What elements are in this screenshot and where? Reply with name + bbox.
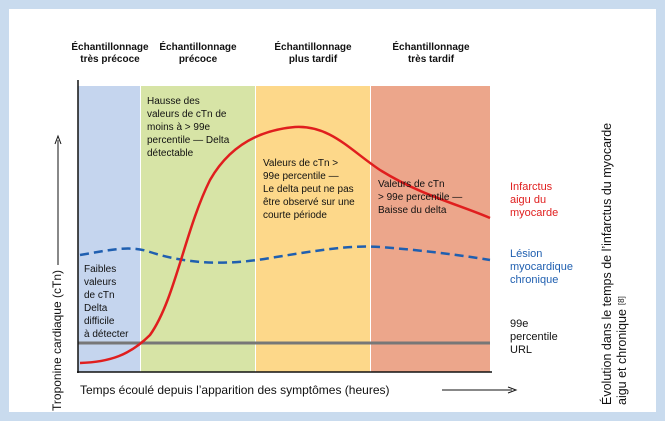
- zone-header: Échantillonnage: [274, 40, 352, 53]
- zone-header: Échantillonnage: [159, 40, 237, 53]
- zone-text: moins à > 99e: [147, 122, 211, 133]
- zone-text: à détecter: [84, 329, 129, 340]
- zone-text: être observé sur une: [263, 197, 355, 208]
- zone-text: valeurs de cTn de: [147, 109, 227, 120]
- arrow: [54, 134, 62, 145]
- zone-text: détectable: [147, 148, 194, 159]
- zone-header: précoce: [179, 54, 218, 65]
- zone-header: plus tardif: [289, 54, 338, 65]
- zone-header: très précoce: [80, 54, 140, 65]
- legend-text: 99e: [510, 318, 528, 330]
- zone-text: difficile: [84, 316, 115, 327]
- zone-text: Faibles: [84, 264, 116, 275]
- zone-text: de cTn: [84, 290, 115, 301]
- zone: [371, 86, 490, 372]
- legend-text: aigu du: [510, 194, 546, 206]
- zone: [141, 86, 255, 372]
- zone: [256, 86, 370, 372]
- zone-text: Delta: [84, 303, 108, 314]
- title: Évolution dans le temps de l’infarctus d…: [599, 123, 614, 405]
- zone-header: Échantillonnage: [392, 40, 470, 53]
- title: aigu et chronique: [615, 309, 629, 405]
- zone-text: > 99e percentile —: [378, 192, 462, 203]
- acute-curve: [79, 125, 491, 365]
- chronic-curve: [79, 245, 491, 264]
- zone-text: Hausse des: [147, 96, 200, 107]
- y-axis-label: Troponine cardiaque (cTn): [50, 270, 64, 411]
- zone-header: très tardif: [408, 54, 455, 65]
- zone-text: Baisse du delta: [378, 205, 447, 216]
- legend-text: Lésion: [510, 248, 542, 260]
- zone-text: Valeurs de cTn: [378, 179, 445, 190]
- zone-header: Échantillonnage: [71, 40, 149, 53]
- zone: [78, 86, 140, 372]
- legend-text: chronique: [510, 274, 558, 286]
- zone-text: percentile — Delta: [147, 135, 230, 146]
- legend-text: URL: [510, 344, 532, 356]
- zone-text: courte période: [263, 210, 327, 221]
- legend-text: percentile: [510, 331, 558, 343]
- zone-text: 99e percentile —: [263, 171, 339, 182]
- legend-text: myocardique: [510, 261, 573, 273]
- legend-text: Infarctus: [510, 181, 553, 193]
- zone-text: valeurs: [84, 277, 116, 288]
- legend-text: myocarde: [510, 207, 558, 219]
- zone-text: Le delta peut ne pas: [263, 184, 354, 195]
- reference: [8]: [617, 296, 626, 305]
- arrow: [507, 386, 518, 394]
- x-axis-label: Temps écoulé depuis l’apparition des sym…: [80, 383, 390, 397]
- zone-text: Valeurs de cTn >: [263, 158, 338, 169]
